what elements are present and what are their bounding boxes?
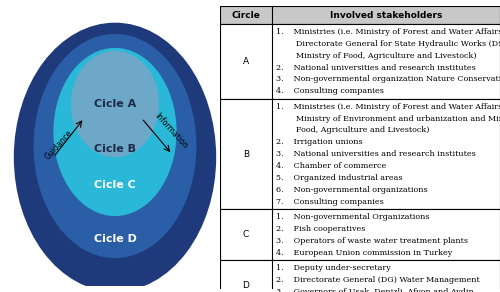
Text: 2.    Directorate General (DG) Water Management: 2. Directorate General (DG) Water Manage… xyxy=(276,276,480,284)
Text: Ministry of Food, Agriculture and Livestock): Ministry of Food, Agriculture and Livest… xyxy=(276,52,476,60)
Text: Cicle D: Cicle D xyxy=(94,234,136,244)
Text: Cicle C: Cicle C xyxy=(94,180,136,190)
Text: Directorate General for State Hydraulic Works (DSI),: Directorate General for State Hydraulic … xyxy=(276,40,500,48)
Text: Cicle B: Cicle B xyxy=(94,144,136,154)
Text: 4.    Consulting companies: 4. Consulting companies xyxy=(276,87,384,95)
Text: Guidance: Guidance xyxy=(44,128,74,161)
Text: 1.    Deputy under-secretary: 1. Deputy under-secretary xyxy=(276,264,391,272)
Text: 3.    Operators of waste water treatment plants: 3. Operators of waste water treatment pl… xyxy=(276,237,468,245)
Text: A: A xyxy=(243,57,249,66)
Bar xyxy=(220,6,500,24)
Text: Food, Agriculture and Livestock): Food, Agriculture and Livestock) xyxy=(276,126,430,134)
Text: 3.    National universities and research institutes: 3. National universities and research in… xyxy=(276,150,476,158)
Text: 4.    European Union commission in Turkey: 4. European Union commission in Turkey xyxy=(276,249,452,257)
Text: Circle: Circle xyxy=(232,11,260,20)
Text: 2.    National universities and research institutes: 2. National universities and research in… xyxy=(276,64,476,72)
Text: C: C xyxy=(243,230,249,239)
Bar xyxy=(220,99,500,209)
Bar xyxy=(220,209,500,260)
Text: 3.    Non-governmental organization Nature Conservation Centre: 3. Non-governmental organization Nature … xyxy=(276,76,500,84)
Text: 4.    Chamber of commerce: 4. Chamber of commerce xyxy=(276,162,386,170)
Text: Information: Information xyxy=(153,111,190,150)
Text: Involved stakeholders: Involved stakeholders xyxy=(330,11,442,20)
Text: 2.    Fish cooperatives: 2. Fish cooperatives xyxy=(276,225,366,233)
Text: Cicle A: Cicle A xyxy=(94,99,136,109)
Text: D: D xyxy=(242,281,250,291)
Ellipse shape xyxy=(71,51,159,157)
Text: 1.    Ministries (i.e. Ministry of Forest and Water Affairs, DSI,: 1. Ministries (i.e. Ministry of Forest a… xyxy=(276,103,500,111)
Text: 1.    Non-governmental Organizations: 1. Non-governmental Organizations xyxy=(276,213,430,221)
Text: 7.    Consulting companies: 7. Consulting companies xyxy=(276,198,384,206)
Text: 6.    Non-governmental organizations: 6. Non-governmental organizations xyxy=(276,186,428,194)
Text: 5.    Organized industrial areas: 5. Organized industrial areas xyxy=(276,174,402,182)
Text: 2.    Irrigation unions: 2. Irrigation unions xyxy=(276,138,362,146)
Ellipse shape xyxy=(14,23,216,292)
Ellipse shape xyxy=(34,34,196,258)
Text: B: B xyxy=(243,150,249,159)
Text: 1.    Ministries (i.e. Ministry of Forest and Water Affairs,: 1. Ministries (i.e. Ministry of Forest a… xyxy=(276,28,500,36)
Ellipse shape xyxy=(54,48,176,216)
Bar xyxy=(220,24,500,99)
Bar xyxy=(220,260,500,292)
Text: 3.    Governors of Uşak, Denizli, Afyon and Aydin: 3. Governors of Uşak, Denizli, Afyon and… xyxy=(276,288,474,292)
Text: Ministry of Environment and urbanization and Ministry of: Ministry of Environment and urbanization… xyxy=(276,114,500,123)
